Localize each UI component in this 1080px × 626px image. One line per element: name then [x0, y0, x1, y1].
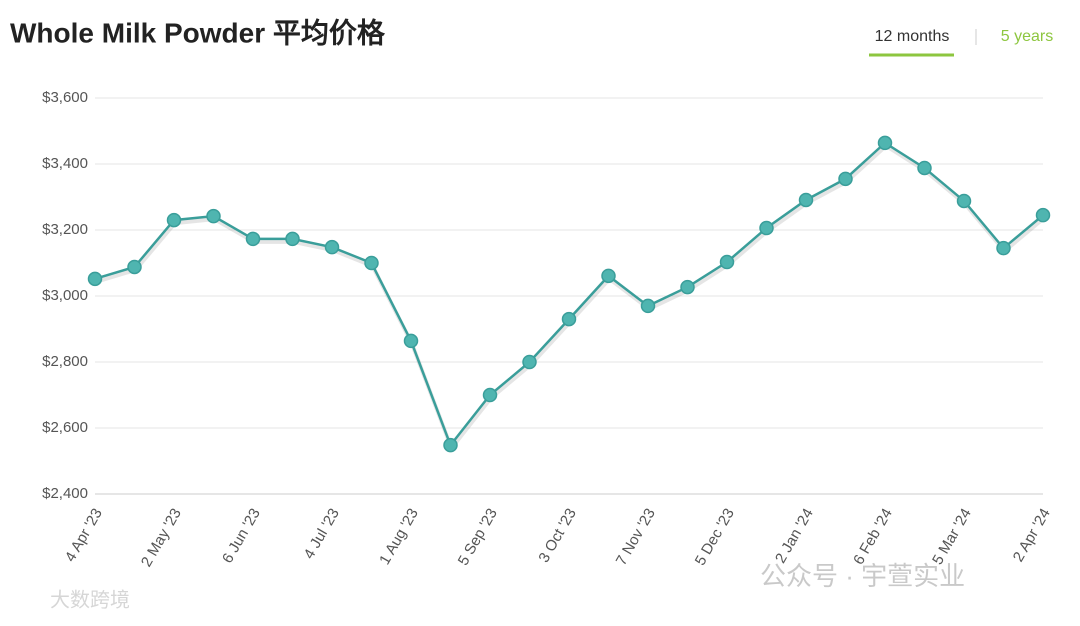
x-tick-label: 4 Jul '23 [300, 505, 342, 561]
point [561, 311, 577, 327]
point [443, 437, 458, 453]
line [94, 141, 1044, 448]
point [364, 255, 379, 271]
point [996, 240, 1011, 256]
point [482, 387, 498, 403]
y-tick-label: $2,800 [42, 353, 88, 370]
point [206, 208, 221, 224]
point [1035, 207, 1051, 223]
x-tick-label: 2 May '23 [138, 505, 185, 569]
y-tick-label: $3,600 [42, 89, 88, 106]
point [917, 160, 932, 176]
x-tick-label: 4 Apr '23 [62, 505, 106, 564]
point [285, 231, 300, 247]
point [166, 212, 182, 228]
point [956, 193, 972, 209]
x-tick-label: 2 Apr '24 [1010, 505, 1054, 564]
point [87, 271, 103, 287]
chart-title: Whole Milk Powder 平均价格 [10, 17, 386, 48]
watermark: 大数跨境 [50, 588, 130, 611]
tab[interactable]: 5 years [1001, 28, 1053, 45]
y-tick-label: $2,600 [42, 419, 88, 436]
point [680, 279, 695, 295]
point [522, 354, 537, 370]
point [877, 135, 893, 151]
point [640, 298, 656, 314]
line-shadow [95, 143, 1046, 453]
point [324, 239, 340, 255]
watermark: 公众号 · 宇萱实业 [760, 561, 965, 591]
y-tick-label: $3,400 [42, 155, 88, 172]
x-tick-label: 6 Feb '24 [850, 505, 896, 567]
point [759, 220, 774, 236]
x-tick-label: 1 Aug '23 [376, 505, 422, 567]
x-tick-label: 7 Nov '23 [613, 505, 659, 568]
point [719, 254, 735, 270]
point [838, 171, 853, 187]
y-tick-label: $2,400 [42, 485, 88, 502]
x-tick-label: 5 Sep '23 [455, 505, 501, 568]
point [245, 231, 261, 247]
x-tick-label: 5 Mar '24 [929, 505, 975, 567]
x-tick-label: 3 Oct '23 [535, 505, 580, 565]
y-tick-label: $3,200 [42, 221, 88, 238]
point [798, 192, 814, 208]
point [601, 268, 616, 284]
x-tick-label: 6 Jun '23 [219, 505, 264, 566]
y-tick-label: $3,000 [42, 287, 88, 304]
point [403, 333, 419, 349]
x-tick-label: 2 Jan '24 [772, 505, 817, 566]
point [127, 259, 142, 275]
x-tick-label: 5 Dec '23 [692, 505, 738, 568]
tab[interactable]: 12 months [875, 28, 950, 45]
